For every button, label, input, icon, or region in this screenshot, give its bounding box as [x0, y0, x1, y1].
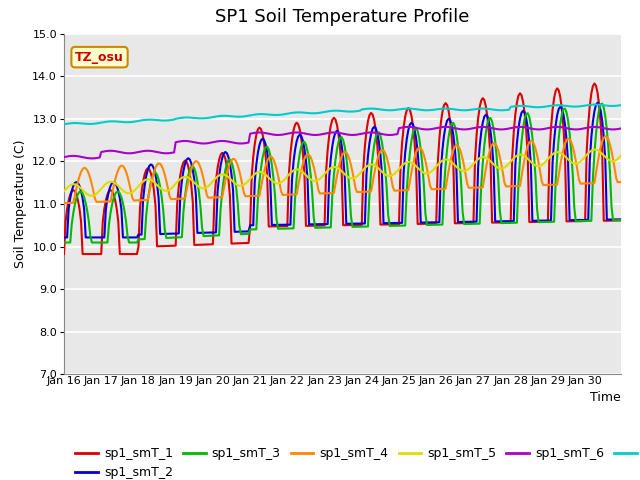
sp1_smT_4 — [303, 152, 311, 157]
sp1_smT_5 — [255, 169, 263, 175]
Line: sp1_smT_5: sp1_smT_5 — [64, 150, 621, 196]
sp1_smT_4 — [617, 179, 625, 185]
sp1_smT_2 — [60, 235, 68, 240]
sp1_smT_2 — [226, 161, 234, 167]
sp1_smT_7 — [254, 111, 262, 117]
sp1_smT_1 — [586, 103, 594, 109]
sp1_smT_5 — [60, 188, 68, 194]
sp1_smT_2 — [617, 216, 625, 222]
sp1_smT_3 — [254, 197, 262, 203]
sp1_smT_2 — [254, 150, 262, 156]
sp1_smT_7 — [591, 102, 598, 108]
sp1_smT_2 — [586, 158, 594, 164]
sp1_smT_5 — [130, 188, 138, 194]
sp1_smT_7 — [303, 110, 311, 116]
sp1_smT_3 — [303, 148, 311, 154]
X-axis label: Time: Time — [590, 391, 621, 404]
sp1_smT_6 — [589, 124, 596, 130]
sp1_smT_3 — [617, 217, 625, 223]
sp1_smT_7 — [617, 102, 625, 108]
sp1_smT_6 — [617, 126, 625, 132]
sp1_smT_1 — [129, 251, 136, 257]
sp1_smT_1 — [60, 251, 68, 257]
sp1_smT_6 — [60, 154, 68, 160]
sp1_smT_1 — [303, 223, 311, 228]
sp1_smT_7 — [226, 113, 234, 119]
sp1_smT_6 — [228, 139, 236, 145]
sp1_smT_4 — [254, 193, 262, 199]
sp1_smT_5 — [246, 176, 254, 182]
sp1_smT_4 — [129, 194, 136, 200]
Line: sp1_smT_7: sp1_smT_7 — [64, 105, 621, 124]
sp1_smT_5 — [228, 177, 236, 183]
sp1_smT_2 — [129, 235, 136, 240]
sp1_smT_4 — [226, 160, 234, 166]
Line: sp1_smT_4: sp1_smT_4 — [64, 136, 621, 203]
sp1_smT_3 — [586, 218, 594, 224]
Line: sp1_smT_6: sp1_smT_6 — [64, 127, 621, 158]
sp1_smT_2 — [594, 100, 602, 106]
sp1_smT_5 — [88, 193, 96, 199]
sp1_smT_2 — [244, 228, 252, 234]
sp1_smT_3 — [244, 231, 252, 237]
sp1_smT_5 — [591, 147, 598, 153]
sp1_smT_7 — [60, 121, 68, 127]
sp1_smT_6 — [305, 132, 313, 137]
sp1_smT_2 — [303, 176, 311, 181]
sp1_smT_1 — [254, 127, 262, 132]
sp1_smT_3 — [598, 101, 606, 107]
Line: sp1_smT_3: sp1_smT_3 — [64, 104, 621, 242]
sp1_smT_5 — [588, 148, 595, 154]
Y-axis label: Soil Temperature (C): Soil Temperature (C) — [13, 140, 27, 268]
Text: TZ_osu: TZ_osu — [75, 51, 124, 64]
sp1_smT_4 — [244, 193, 252, 199]
sp1_smT_3 — [60, 240, 68, 245]
sp1_smT_6 — [88, 156, 96, 161]
sp1_smT_1 — [226, 194, 234, 200]
sp1_smT_5 — [305, 175, 313, 181]
Line: sp1_smT_1: sp1_smT_1 — [64, 84, 621, 254]
Legend: sp1_smT_1, sp1_smT_2, sp1_smT_3, sp1_smT_4, sp1_smT_5, sp1_smT_6, sp1_smT_7: sp1_smT_1, sp1_smT_2, sp1_smT_3, sp1_smT… — [70, 442, 640, 480]
sp1_smT_7 — [129, 119, 136, 125]
sp1_smT_3 — [129, 240, 136, 245]
sp1_smT_6 — [404, 124, 412, 130]
Line: sp1_smT_2: sp1_smT_2 — [64, 103, 621, 238]
sp1_smT_5 — [617, 153, 625, 159]
sp1_smT_7 — [244, 113, 252, 119]
sp1_smT_6 — [255, 130, 263, 135]
sp1_smT_1 — [617, 217, 625, 223]
sp1_smT_4 — [60, 200, 68, 206]
sp1_smT_6 — [130, 150, 138, 156]
sp1_smT_6 — [246, 131, 254, 137]
sp1_smT_7 — [586, 102, 594, 108]
sp1_smT_3 — [226, 156, 234, 162]
Title: SP1 Soil Temperature Profile: SP1 Soil Temperature Profile — [215, 9, 470, 26]
sp1_smT_1 — [591, 81, 598, 86]
sp1_smT_4 — [602, 133, 609, 139]
sp1_smT_1 — [244, 240, 252, 246]
sp1_smT_4 — [586, 180, 594, 186]
